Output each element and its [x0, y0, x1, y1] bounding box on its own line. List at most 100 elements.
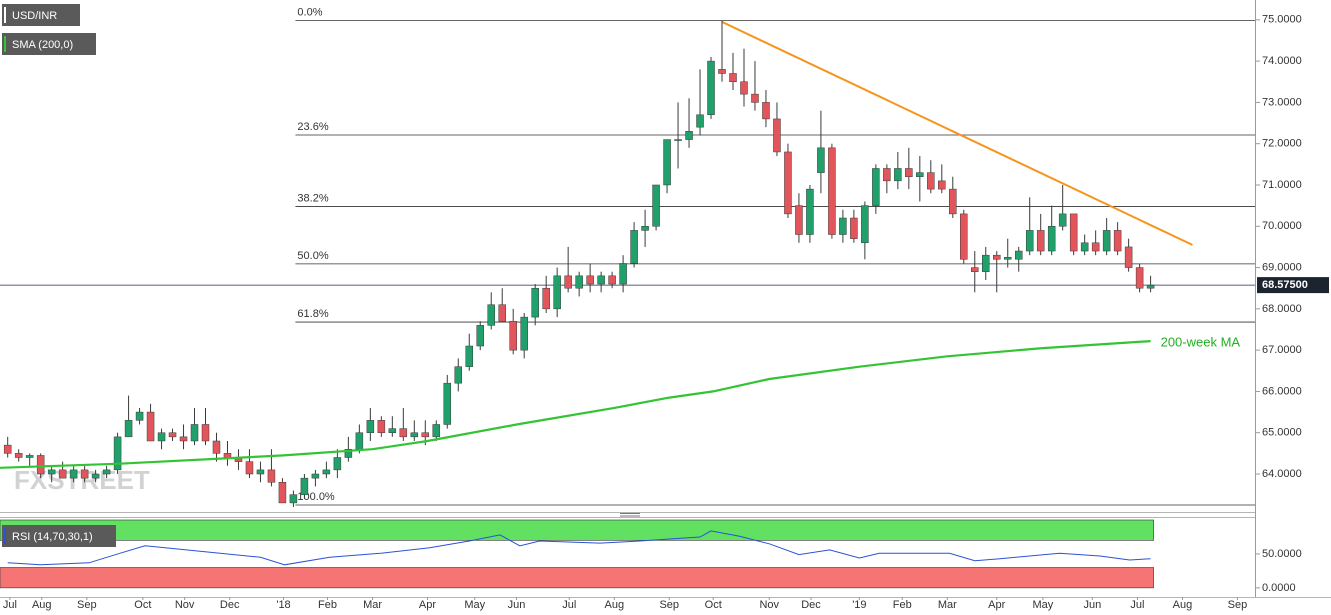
- candle-body: [1047, 226, 1056, 252]
- candle-body: [388, 428, 397, 433]
- candle-body: [289, 494, 298, 504]
- x-tick-label: Jun: [508, 599, 526, 611]
- candle-body: [784, 151, 792, 215]
- candle-body: [795, 205, 803, 235]
- candle-body: [949, 188, 957, 215]
- candle-body: [861, 205, 869, 244]
- candle-body: [652, 184, 660, 227]
- candle-body: [465, 345, 474, 367]
- fib-label: 61.8%: [297, 308, 328, 320]
- x-tick-label: May: [464, 599, 485, 611]
- candle-body: [817, 147, 825, 173]
- candle-body: [619, 263, 627, 285]
- resize-handle[interactable]: [620, 513, 640, 517]
- candle-body: [3, 444, 12, 454]
- x-tick-label: May: [1033, 599, 1054, 611]
- candle-body: [69, 469, 78, 479]
- candle-body: [399, 428, 408, 438]
- legend-marker: [4, 7, 6, 23]
- candle-body: [1124, 246, 1133, 268]
- candle-body: [850, 217, 858, 239]
- candle-body: [311, 473, 320, 479]
- candle-body: [344, 448, 353, 458]
- candle-body: [1025, 230, 1034, 252]
- x-tick-label: Sep: [77, 599, 97, 611]
- candle-body: [762, 102, 770, 120]
- candle-body: [377, 420, 386, 433]
- x-tick-label: Oct: [705, 599, 722, 611]
- candle-body: [179, 436, 188, 442]
- fib-label: 23.6%: [297, 121, 328, 133]
- price-tag: [1257, 277, 1329, 294]
- candle-body: [927, 172, 935, 190]
- y-tick-label: 73.0000: [1262, 96, 1302, 108]
- candle-body: [729, 73, 737, 83]
- candle-body: [212, 440, 221, 454]
- candle-body: [487, 304, 495, 326]
- candle-body: [322, 469, 331, 475]
- x-tick-label: Aug: [32, 599, 52, 611]
- candle-body: [773, 118, 781, 153]
- candle-body: [1003, 256, 1012, 260]
- candle-body: [1102, 230, 1111, 252]
- candle-body: [36, 455, 45, 475]
- rsi-zone: [0, 567, 1154, 589]
- candle-body: [630, 230, 638, 264]
- y-tick-label: 69.0000: [1262, 261, 1302, 273]
- sma-line: [0, 340, 1151, 469]
- legend-marker: [4, 36, 6, 52]
- fib-label: 50.0%: [297, 250, 328, 262]
- y-tick-label: 68.0000: [1262, 303, 1302, 315]
- x-tick-label: Feb: [893, 599, 912, 611]
- x-tick-label: Sep: [1228, 599, 1248, 611]
- x-tick-label: Nov: [759, 599, 779, 611]
- y-tick-label: 67.0000: [1262, 344, 1302, 356]
- candle-body: [1058, 213, 1067, 227]
- rsi-line: [7, 530, 1151, 566]
- candle-body: [168, 432, 177, 438]
- y-tick-label: 72.0000: [1262, 138, 1302, 150]
- candle-body: [1080, 242, 1089, 252]
- y-tick-label: 65.0000: [1262, 427, 1302, 439]
- candle-body: [509, 320, 517, 351]
- y-tick-label: 75.0000: [1262, 14, 1302, 26]
- candle-body: [905, 168, 913, 177]
- candle-body: [135, 411, 144, 421]
- y-tick-label: 50.0000: [1262, 548, 1302, 560]
- x-tick-label: Mar: [938, 599, 957, 611]
- candle-body: [982, 254, 990, 272]
- candle-body: [806, 188, 814, 235]
- fib-label: 0.0%: [297, 7, 322, 19]
- x-tick-label: Jul: [1130, 599, 1144, 611]
- candle-body: [839, 217, 847, 235]
- x-tick-label: Jul: [3, 599, 17, 611]
- candle-body: [685, 131, 693, 140]
- x-tick-label: Aug: [605, 599, 625, 611]
- candle-body: [1091, 242, 1100, 252]
- candle-body: [1014, 250, 1023, 260]
- candle-body: [278, 482, 287, 504]
- candle-body: [476, 325, 484, 347]
- x-tick-label: '18: [276, 599, 290, 611]
- candle-body: [520, 316, 528, 351]
- price-tag-label: 68.57500: [1262, 279, 1308, 291]
- legend-label: SMA (200,0): [12, 39, 73, 51]
- x-tick-label: Apr: [419, 599, 436, 611]
- candle-body: [113, 436, 122, 471]
- candle-body: [1113, 230, 1122, 252]
- candle-body: [366, 420, 375, 433]
- candle-body: [256, 469, 265, 475]
- candle-body: [718, 69, 726, 74]
- candle-body: [1135, 267, 1144, 289]
- candle-body: [201, 424, 210, 442]
- x-tick-label: '19: [852, 599, 866, 611]
- candle-body: [410, 432, 419, 438]
- candle-body: [553, 275, 561, 310]
- y-tick-label: 64.0000: [1262, 468, 1302, 480]
- x-tick-label: Feb: [318, 599, 337, 611]
- x-tick-label: Oct: [134, 599, 151, 611]
- candle-body: [608, 275, 616, 285]
- x-tick-label: Dec: [220, 599, 240, 611]
- plot-layer: 64.0000 65.0000 66.0000 67.0000 68.0000 69.00…: [0, 7, 1329, 611]
- legend-box: [2, 33, 96, 55]
